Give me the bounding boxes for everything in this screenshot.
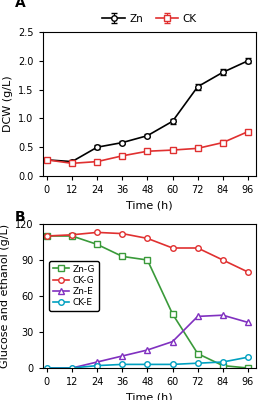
Zn-G [246,366,250,370]
Zn-G [70,234,74,238]
CK-G [96,230,99,235]
Zn-E [246,320,250,325]
CK-G [146,236,149,241]
Zn-G [146,258,149,262]
Y-axis label: DCW (g/L): DCW (g/L) [3,76,13,132]
Zn-E [171,339,174,344]
CK-G [221,258,225,262]
Zn-E [70,366,74,370]
CK-G [196,246,199,250]
CK-G [246,270,250,274]
Zn-E [221,313,225,318]
Zn-G [171,312,174,316]
CK-E [246,355,250,360]
CK-G [171,246,174,250]
Zn-G [121,254,124,259]
CK-E [96,363,99,368]
Line: Zn-G: Zn-G [44,233,251,371]
CK-G [45,234,49,238]
Zn-E [146,348,149,352]
Line: Zn-E: Zn-E [44,312,251,371]
Zn-E [96,360,99,364]
CK-E [171,362,174,367]
CK-E [45,366,49,370]
Zn-G [96,242,99,247]
X-axis label: Time (h): Time (h) [126,200,173,210]
Zn-E [45,366,49,370]
CK-G [70,232,74,237]
Text: A: A [15,0,26,10]
X-axis label: Time (h): Time (h) [126,392,173,400]
Zn-G [45,234,49,238]
CK-E [70,366,74,370]
Zn-G [196,351,199,356]
CK-G [121,231,124,236]
Zn-G [221,363,225,368]
Text: B: B [15,210,26,224]
CK-E [146,362,149,367]
Zn-E [121,354,124,358]
CK-E [196,361,199,366]
Line: CK-G: CK-G [44,230,251,275]
Line: CK-E: CK-E [44,354,251,371]
CK-E [121,362,124,367]
Legend: Zn, CK: Zn, CK [102,14,197,24]
Y-axis label: Glucose and ethanol (g/L): Glucose and ethanol (g/L) [0,224,10,368]
Zn-E [196,314,199,319]
Legend: Zn-G, CK-G, Zn-E, CK-E: Zn-G, CK-G, Zn-E, CK-E [49,261,99,311]
CK-E [221,360,225,364]
